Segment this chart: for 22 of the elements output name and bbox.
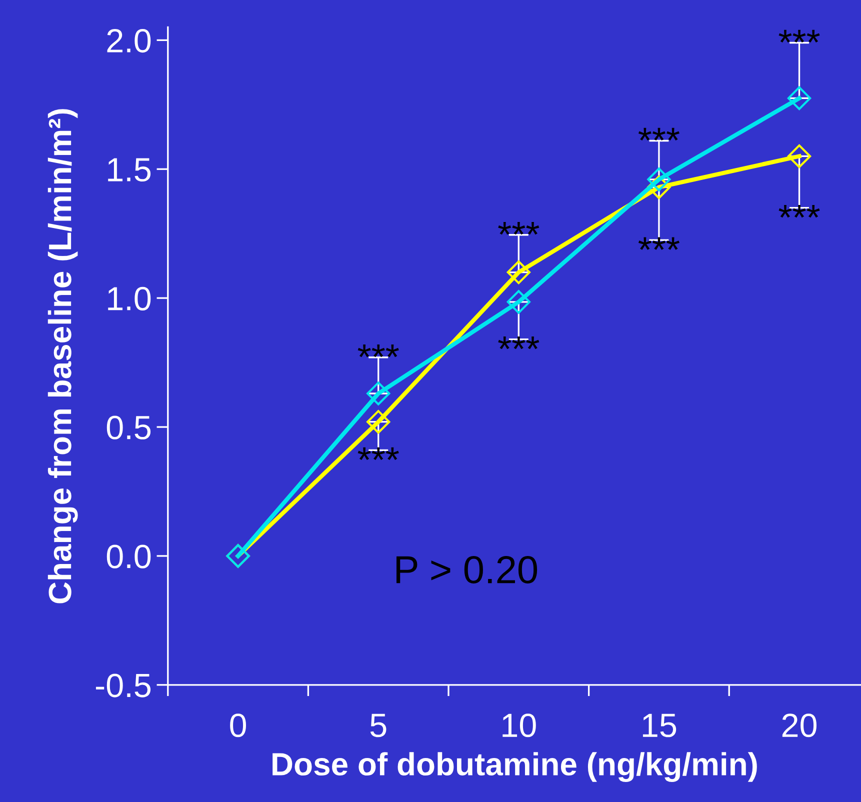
annotation: *** — [778, 30, 820, 43]
x-tick-label: 5 — [370, 714, 386, 738]
x-tick-label: 0 — [230, 714, 246, 738]
y-tick-label: 0.5 — [106, 416, 151, 440]
y-axis-title: Change from baseline (L/min/m²) — [48, 109, 78, 604]
y-tick-label: 2.0 — [107, 28, 151, 53]
annotation: *** — [498, 336, 540, 350]
x-tick-label: 20 — [782, 714, 816, 738]
annotation: *** — [638, 128, 680, 141]
x-tick-label: 15 — [642, 714, 676, 738]
annotation: *** — [778, 204, 820, 218]
annotation: P > 0.20 — [396, 556, 538, 584]
y-tick-label: 1.5 — [108, 158, 151, 182]
annotation: *** — [358, 447, 399, 460]
y-tick-label: 1.0 — [108, 286, 151, 310]
annotation: *** — [358, 344, 399, 358]
annotation: *** — [638, 237, 680, 250]
y-tick-label: 0.0 — [106, 544, 151, 568]
annotation: *** — [498, 222, 540, 235]
x-axis-title: Dose of dobutamine (ng/kg/min) — [272, 752, 757, 782]
y-tick-label: -0.5 — [96, 674, 151, 698]
x-tick-label: 10 — [502, 714, 536, 738]
